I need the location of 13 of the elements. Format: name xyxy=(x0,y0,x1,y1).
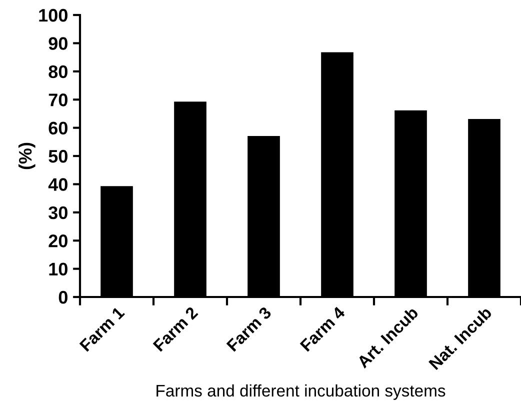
y-tick-label: 0 xyxy=(58,290,68,304)
y-tick-label: 20 xyxy=(48,234,68,248)
y-axis-title: (%) xyxy=(18,142,36,170)
y-tick-label: 70 xyxy=(48,94,68,106)
y-tick-label: 50 xyxy=(48,150,68,163)
y-tick-label: 100 xyxy=(39,8,68,22)
x-axis-title: Farms and different incubation systems xyxy=(156,384,446,400)
y-tick-label: 10 xyxy=(49,262,68,276)
y-tick-label: 40 xyxy=(48,178,68,191)
y-tick-label: 30 xyxy=(48,206,68,220)
y-tick-label: 90 xyxy=(48,37,68,50)
y-tick-label: 80 xyxy=(48,65,68,78)
y-tick-label: 60 xyxy=(48,122,68,135)
